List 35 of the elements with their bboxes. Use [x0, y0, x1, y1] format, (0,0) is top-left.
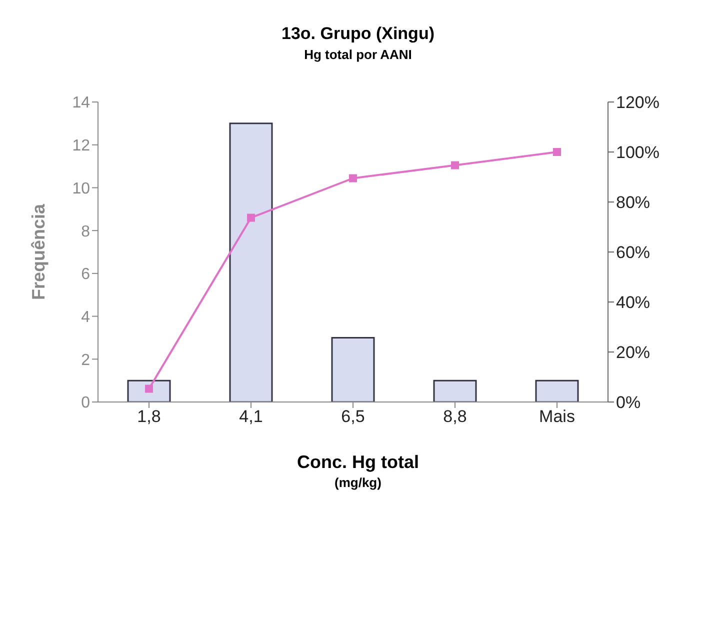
y2-tick-label: 80%	[616, 193, 650, 212]
text: (mg/kg)	[334, 475, 382, 490]
bar	[229, 122, 273, 402]
y-tick-label: 14	[72, 94, 90, 112]
point	[451, 161, 459, 170]
x-tick-label: 4,1	[239, 407, 263, 426]
bar	[535, 380, 579, 402]
y2-tick-label: 40%	[616, 293, 650, 312]
point	[145, 384, 153, 393]
y-axis-title: Frequência	[28, 202, 48, 300]
x-tick-label: 8,8	[443, 407, 467, 426]
y2-tick-label: 120%	[616, 93, 660, 112]
bar	[433, 380, 477, 402]
y-tick-label: 8	[81, 223, 90, 240]
point	[247, 214, 255, 222]
x-axis-title: Conc. Hg total	[296, 452, 420, 473]
bar	[127, 380, 171, 402]
y-tick-label: 12	[72, 138, 90, 155]
y2-tick-label: 0%	[616, 393, 641, 412]
y-tick-label: 2	[81, 352, 90, 369]
chart-title: 13o. Grupo (Xingu)	[280, 24, 436, 44]
bar	[331, 336, 375, 402]
y2-tick-label: 20%	[616, 343, 650, 362]
point	[553, 148, 561, 156]
chart-subtitle: Hg total por AANI	[303, 47, 413, 62]
x-tick-label: 1,8	[137, 407, 161, 426]
y-tick-label: 4	[81, 308, 90, 326]
x-tick-label: Mais	[539, 407, 575, 426]
y-tick-label: 0	[81, 394, 90, 412]
y-tick-label: 10	[72, 180, 90, 198]
y2-tick-label: 100%	[616, 143, 660, 162]
y-tick-label: 6	[81, 266, 90, 284]
point	[349, 174, 357, 182]
y2-tick-label: 60%	[616, 243, 650, 262]
x-tick-label: 6,5	[341, 407, 365, 426]
